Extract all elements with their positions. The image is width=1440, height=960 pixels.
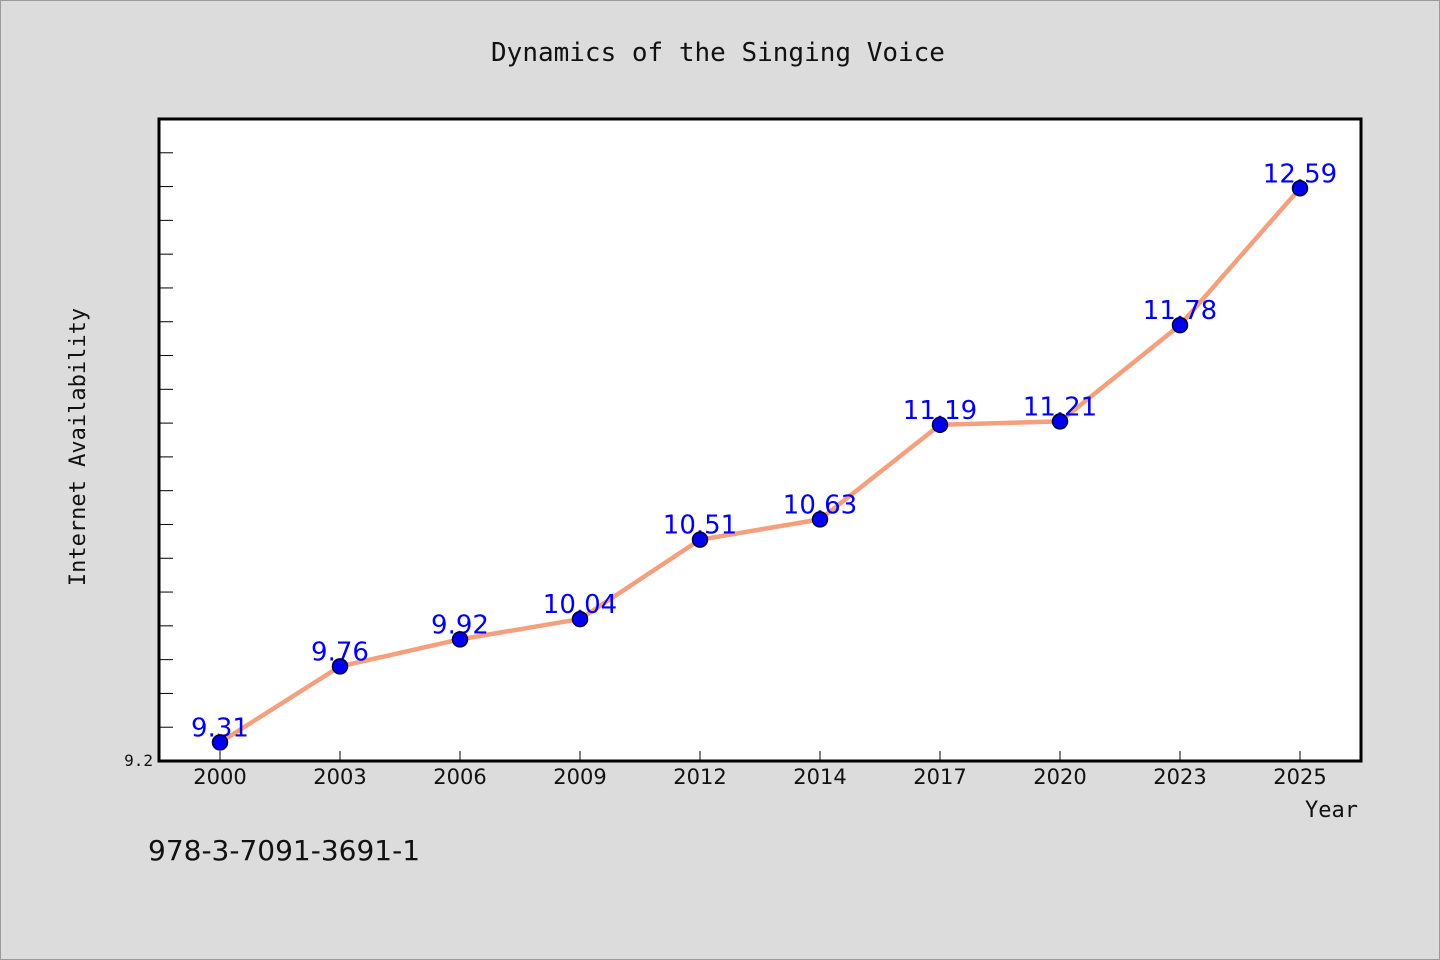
- x-tick-label: 2012: [673, 765, 726, 789]
- x-tick-label: 2014: [793, 765, 846, 789]
- isbn-text: 978-3-7091-3691-1: [148, 834, 421, 867]
- data-point-marker: [331, 658, 349, 675]
- x-tick-label: 2020: [1033, 765, 1086, 789]
- series-line: [217, 186, 1303, 745]
- x-tick-label: 2000: [193, 765, 246, 789]
- data-point-marker: [691, 531, 709, 548]
- plot-area: [159, 119, 1361, 761]
- data-point-marker: [571, 610, 589, 628]
- chart-title: Dynamics of the Singing Voice: [491, 38, 945, 68]
- data-point-marker: [451, 631, 469, 648]
- x-tick-label: 2023: [1153, 765, 1206, 789]
- x-tick-label: 2017: [913, 765, 966, 789]
- x-tick-label: 2009: [553, 765, 606, 789]
- data-point-marker: [931, 416, 949, 434]
- x-tick-label: 2006: [433, 765, 486, 789]
- data-point-marker: [1051, 413, 1069, 430]
- x-axis-ticks: 2000 2003 2006 2009 2012 2014 2017 2020 2023 2025: [193, 751, 1327, 789]
- y-axis-ticks: 9.2: [124, 152, 173, 770]
- data-point-marker: [211, 734, 229, 751]
- y-tick-label: 9.2: [124, 751, 153, 770]
- plot-border: [157, 117, 1363, 763]
- x-axis-label: Year: [1305, 798, 1358, 823]
- data-point-marker: [1171, 316, 1189, 334]
- data-point-marker: [1291, 180, 1309, 197]
- x-tick-label: 2003: [313, 765, 366, 789]
- series-line-group: [217, 186, 1303, 745]
- y-axis-label: Internet Availability: [66, 308, 91, 586]
- x-tick-label: 2025: [1273, 765, 1326, 789]
- data-point-marker: [811, 511, 829, 528]
